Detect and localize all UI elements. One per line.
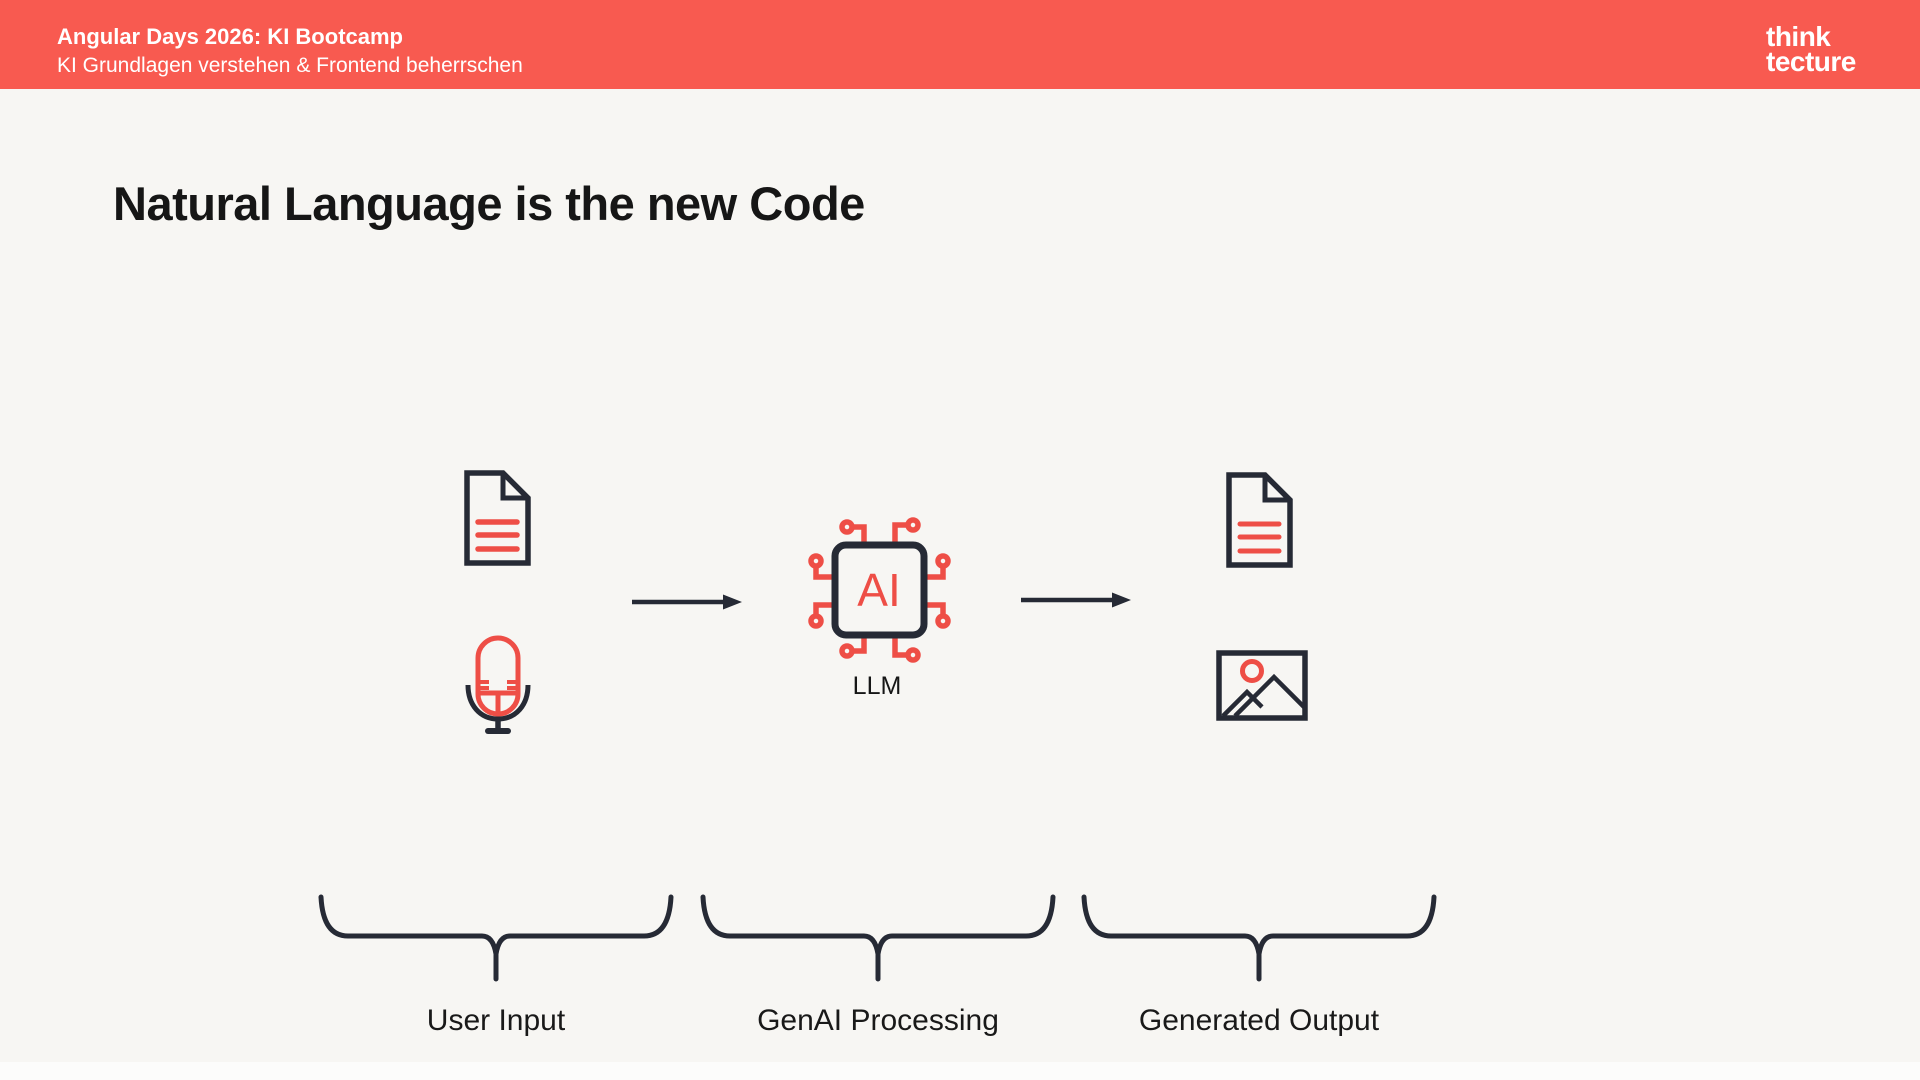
bottom-strip (0, 1062, 1920, 1080)
ai-chip-icon: AI (801, 514, 953, 666)
llm-caption: LLM (852, 672, 902, 700)
chip-label: AI (857, 564, 900, 616)
microphone-icon (464, 635, 531, 737)
event-title: Angular Days 2026: KI Bootcamp (57, 24, 403, 49)
brace-genai-processing (700, 894, 1056, 983)
document-icon (462, 469, 534, 568)
caption-user-input: User Input (426, 1004, 566, 1037)
document-icon (1224, 471, 1296, 570)
arrow-right-icon (1019, 590, 1133, 610)
brace-generated-output (1081, 894, 1437, 983)
header-bar: Angular Days 2026: KI Bootcamp KI Grundl… (0, 0, 1920, 89)
logo-line-2: tecture (1766, 46, 1856, 77)
arrow-right-icon (630, 592, 744, 612)
event-subtitle: KI Grundlagen verstehen & Frontend beher… (57, 54, 523, 77)
header-text-block: Angular Days 2026: KI Bootcamp KI Grundl… (57, 22, 523, 80)
thinktecture-logo: think tecture (1766, 21, 1856, 77)
logo-line-1: think (1766, 21, 1831, 52)
image-icon (1216, 650, 1308, 721)
brace-user-input (318, 894, 674, 983)
caption-generated-output: Generated Output (1138, 1004, 1380, 1037)
slide-title: Natural Language is the new Code (113, 177, 865, 230)
caption-genai-processing: GenAI Processing (757, 1004, 999, 1037)
